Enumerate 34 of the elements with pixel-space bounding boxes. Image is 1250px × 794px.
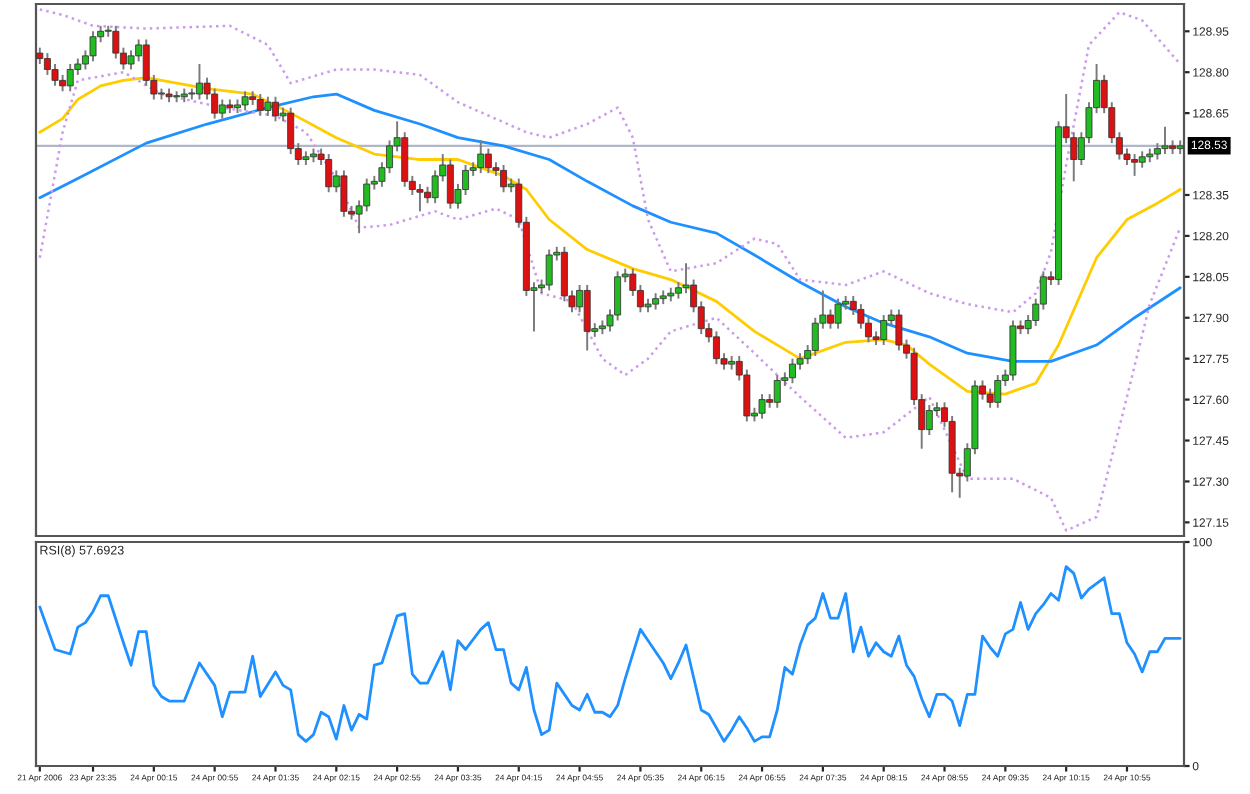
candlestick	[925, 404, 933, 437]
candlestick	[218, 98, 226, 120]
candlestick	[477, 139, 485, 175]
candlestick	[500, 163, 508, 194]
candlestick	[895, 308, 903, 352]
candlestick	[712, 330, 720, 366]
candlestick	[256, 93, 264, 117]
candlestick	[583, 284, 591, 352]
candlestick	[272, 95, 279, 123]
candlestick	[834, 297, 842, 330]
candlestick	[484, 147, 492, 175]
candlestick	[1131, 153, 1139, 177]
candlestick	[880, 314, 888, 346]
line-series	[38, 565, 1182, 743]
candlestick	[986, 387, 994, 409]
candlestick	[545, 248, 553, 292]
line-series	[38, 8, 1182, 314]
line-series	[38, 70, 1182, 532]
candlestick	[994, 374, 1002, 409]
candlestick	[241, 90, 249, 112]
candlestick	[773, 374, 781, 409]
candlestick	[325, 153, 333, 194]
candlestick	[758, 393, 766, 420]
candlestick	[340, 169, 348, 218]
candlestick	[196, 63, 203, 101]
candlestick	[416, 183, 424, 213]
candlestick	[264, 95, 272, 117]
candlestick	[789, 357, 796, 385]
candlestick	[66, 63, 74, 93]
candlestick	[446, 158, 454, 210]
candlestick	[89, 30, 97, 63]
candlestick	[827, 308, 834, 330]
candlestick	[1161, 125, 1169, 156]
line-series	[38, 92, 1182, 363]
